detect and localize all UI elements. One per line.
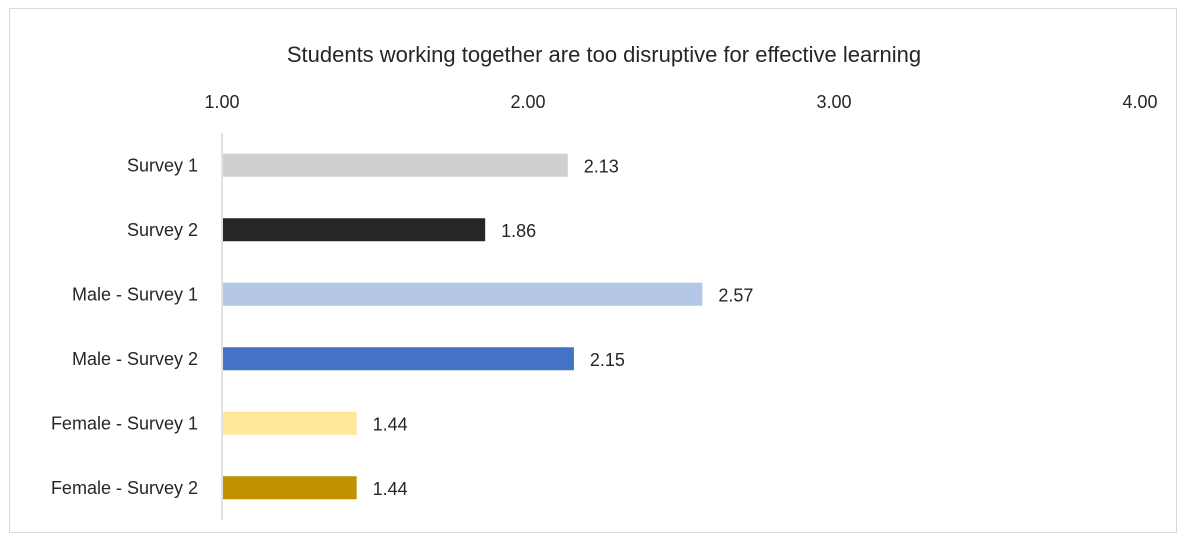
- x-tick-label: 2.00: [510, 92, 545, 112]
- chart-title: Students working together are too disrup…: [287, 42, 921, 67]
- bar: [223, 476, 357, 500]
- x-tick-label: 3.00: [816, 92, 851, 112]
- category-label: Female - Survey 2: [51, 478, 198, 498]
- bar: [223, 411, 357, 435]
- data-label: 2.57: [718, 285, 753, 305]
- x-tick-label: 1.00: [204, 92, 239, 112]
- category-label: Survey 2: [127, 220, 198, 240]
- data-label: 2.15: [590, 350, 625, 370]
- category-label: Survey 1: [127, 155, 198, 175]
- bar: [223, 218, 486, 242]
- chart-frame: [9, 8, 1177, 533]
- x-tick-label: 4.00: [1122, 92, 1157, 112]
- data-label: 1.44: [373, 479, 408, 499]
- category-label: Female - Survey 1: [51, 413, 198, 433]
- bars: Survey 1 2.13 Survey 2 1.86 Male - Survey 1 2…: [51, 153, 753, 500]
- bar: [223, 153, 568, 177]
- bar: [223, 347, 574, 371]
- category-label: Male - Survey 1: [72, 284, 198, 304]
- data-label: 1.44: [373, 414, 408, 434]
- data-label: 1.86: [501, 221, 536, 241]
- category-label: Male - Survey 2: [72, 349, 198, 369]
- bar: [223, 282, 703, 306]
- data-label: 2.13: [584, 156, 619, 176]
- x-axis-ticks: 1.00 2.00 3.00 4.00: [204, 92, 1157, 112]
